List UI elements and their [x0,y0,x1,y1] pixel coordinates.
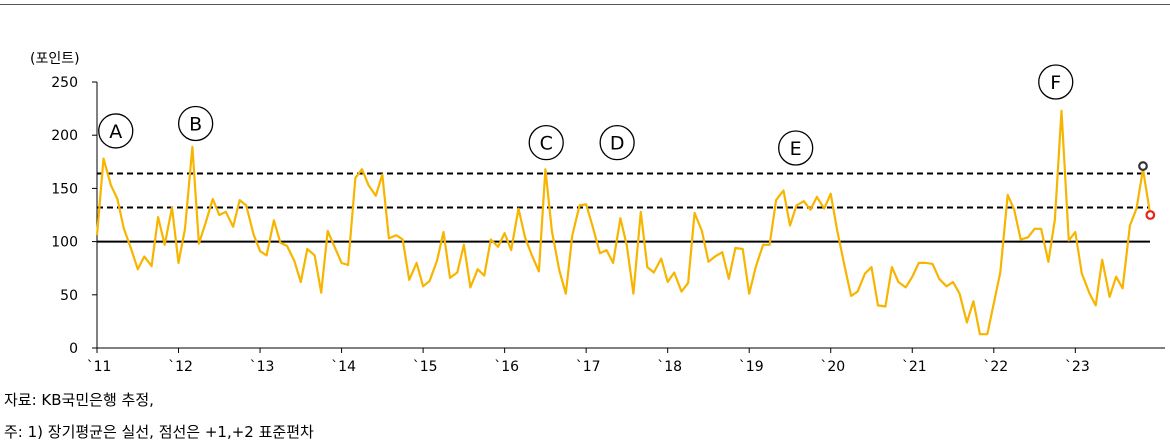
annotation-f: F [1038,64,1074,100]
annotation-circle [778,130,814,166]
annotation-b: B [177,105,214,142]
x-tick-label: `16 [494,359,519,375]
annotation-c: C [528,124,564,161]
y-tick-label: 150 [51,181,78,197]
annotation-a: A [98,113,134,149]
annotation-circle [1038,64,1074,100]
x-tick-label: `13 [250,359,275,375]
annotation-circle [599,124,635,161]
end-markers [1138,161,1156,220]
annotation-label: B [189,113,202,135]
annotations: A B C D E F [98,64,1074,166]
annotation-label: A [109,121,122,143]
note-text: 주: 1) 장기평균은 실선, 점선은 +1,+2 표준편차 [4,423,314,441]
x-tick-label: `11 [87,359,112,375]
x-tick-label: `21 [902,359,927,375]
y-tick-label: 0 [69,341,78,357]
annotation-circle [98,113,134,149]
x-tick-label: `14 [331,359,356,375]
x-tick-label: `12 [168,359,193,375]
y-tick-label: 50 [60,288,78,304]
annotation-circle [177,105,214,142]
x-tick-label: `19 [739,359,764,375]
x-tick-label: `23 [1065,359,1090,375]
x-axis: `11 `12 `13 `14 `15 `16 `17 `18 `19 `20 `21 `22 `23 [87,347,1165,375]
end-marker [1138,161,1148,171]
y-axis: 0 50 100 150 200 250 [51,75,98,357]
y-tick-label: 100 [51,235,78,251]
source-text: 자료: KB국민은행 추정, [4,391,154,409]
x-tick-label: `15 [413,359,438,375]
annotation-label: E [790,138,802,160]
annotation-e: E [778,130,814,166]
y-tick-label: 200 [51,128,78,144]
annotation-label: C [540,133,553,155]
x-tick-label: `17 [576,359,601,375]
end-marker [1145,210,1156,220]
reference-lines [97,172,1150,243]
annotation-d: D [599,124,635,161]
series-line [95,109,1152,336]
y-axis-title: (포인트) [30,51,80,67]
top-rule [0,4,1170,5]
series-group [95,109,1152,336]
y-tick-label: 250 [51,75,78,91]
annotation-label: F [1050,72,1061,94]
line-chart: (포인트) 0 50 100 150 200 250 `11 `12 `13 `14 `15 `16… [30,51,1165,375]
annotation-circle [528,124,564,161]
x-tick-label: `22 [983,359,1008,375]
x-tick-label: `20 [820,359,845,375]
x-tick-label: `18 [657,359,682,375]
annotation-label: D [610,133,625,155]
